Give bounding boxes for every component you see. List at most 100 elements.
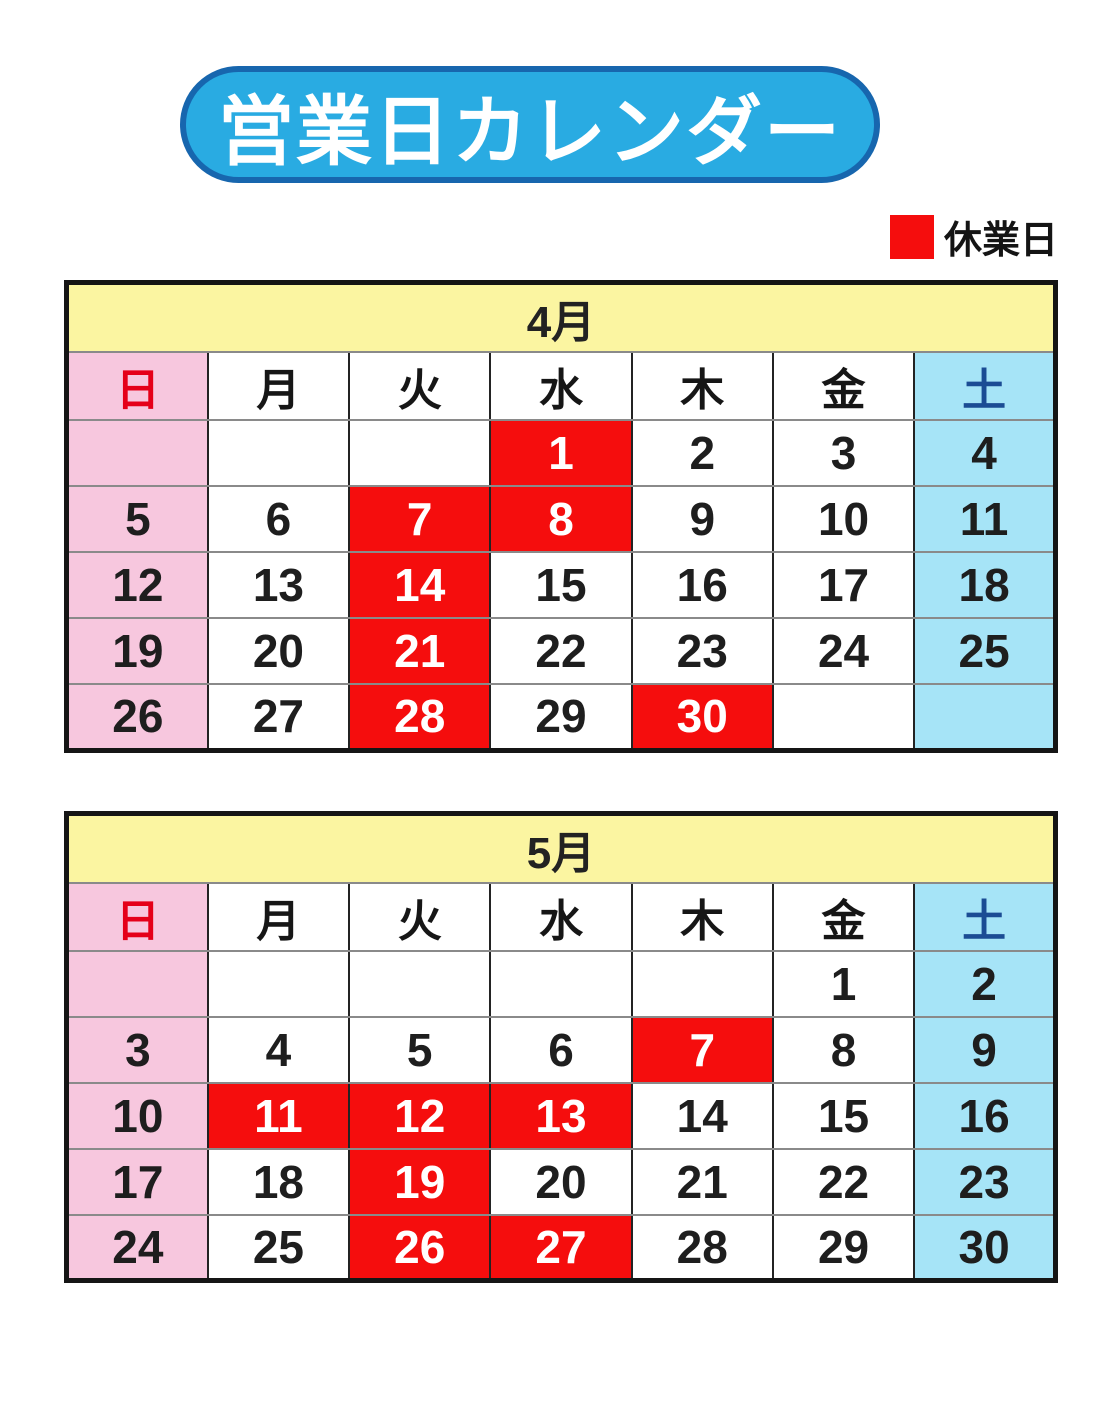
day-cell: 12: [65, 551, 209, 619]
week-row: 10 11 12 13 14 15 16: [65, 1081, 1057, 1150]
week-row: 24 25 26 27 28 29 30: [65, 1213, 1057, 1282]
day-cell: 17: [65, 1147, 209, 1216]
closed-day-cell: 30: [630, 683, 774, 751]
day-cell: 16: [630, 551, 774, 619]
day-cell: 15: [489, 551, 633, 619]
empty-cell: [348, 949, 492, 1018]
weekday-header-tue: 火: [348, 881, 492, 952]
week-row: 17 18 19 20 21 22 23: [65, 1147, 1057, 1216]
day-cell: 16: [913, 1081, 1057, 1150]
weekday-header-wed: 水: [489, 881, 633, 952]
weekday-header-wed: 水: [489, 351, 633, 421]
day-cell: 4: [913, 419, 1057, 487]
closed-day-cell: 1: [489, 419, 633, 487]
day-cell: 14: [630, 1081, 774, 1150]
empty-cell: [913, 683, 1057, 751]
weekday-header-fri: 金: [771, 351, 916, 421]
day-cell: 4: [206, 1015, 351, 1084]
closed-day-cell: 8: [489, 485, 633, 553]
closed-day-cell: 28: [348, 683, 492, 751]
day-cell: 25: [913, 617, 1057, 685]
day-cell: 27: [206, 683, 351, 751]
page-title-text: 営業日カレンダー: [218, 89, 842, 175]
day-cell: 21: [630, 1147, 774, 1216]
day-cell: 3: [771, 419, 916, 487]
weekday-header-sat: 土: [913, 351, 1057, 421]
day-cell: 13: [206, 551, 351, 619]
month-header-row: 4月: [65, 281, 1057, 353]
weekday-header-thu: 木: [630, 351, 774, 421]
weekday-header-sun: 日: [65, 881, 209, 952]
empty-cell: [630, 949, 774, 1018]
empty-cell: [65, 949, 209, 1018]
day-cell: 2: [630, 419, 774, 487]
day-cell: 2: [913, 949, 1057, 1018]
day-cell: 9: [630, 485, 774, 553]
day-cell: 20: [489, 1147, 633, 1216]
empty-cell: [489, 949, 633, 1018]
closed-day-cell: 19: [348, 1147, 492, 1216]
day-cell: 15: [771, 1081, 916, 1150]
closed-day-cell: 13: [489, 1081, 633, 1150]
day-cell: 1: [771, 949, 916, 1018]
day-cell: 24: [771, 617, 916, 685]
month-header-row: 5月: [65, 812, 1057, 884]
day-cell: 18: [206, 1147, 351, 1216]
day-cell: 24: [65, 1213, 209, 1282]
month-title: 4月: [65, 281, 1057, 353]
closed-day-cell: 7: [630, 1015, 774, 1084]
empty-cell: [206, 949, 351, 1018]
empty-cell: [206, 419, 351, 487]
day-cell: 5: [348, 1015, 492, 1084]
day-cell: 6: [206, 485, 351, 553]
weekday-header-row: 日月火水木金土: [65, 351, 1057, 421]
day-cell: 26: [65, 683, 209, 751]
page-title: 営業日カレンダー: [180, 66, 880, 183]
day-cell: 19: [65, 617, 209, 685]
closed-day-cell: 12: [348, 1081, 492, 1150]
april-calendar-table: 4月 日月火水木金土 1 2 3 4 5 6 7 8 9 10 11 12 13 14 15 16 17 18 19 2…: [64, 280, 1058, 753]
day-cell: 25: [206, 1213, 351, 1282]
may-calendar-body: 5月 日月火水木金土 1 2 3 4 5 6 7 8 9 10 11 12 13 14 15 16 17 18 19 2…: [65, 812, 1057, 1282]
weekday-header-sat: 土: [913, 881, 1057, 952]
day-cell: 9: [913, 1015, 1057, 1084]
day-cell: 6: [489, 1015, 633, 1084]
weekday-header-thu: 木: [630, 881, 774, 952]
day-cell: 20: [206, 617, 351, 685]
weekday-header-row: 日月火水木金土: [65, 881, 1057, 952]
week-row: 19 20 21 22 23 24 25: [65, 617, 1057, 685]
closed-day-swatch: [889, 214, 934, 259]
day-cell: 22: [771, 1147, 916, 1216]
day-cell: 30: [913, 1213, 1057, 1282]
day-cell: 23: [630, 617, 774, 685]
may-calendar-table: 5月 日月火水木金土 1 2 3 4 5 6 7 8 9 10 11 12 13 14 15 16 17 18 19 2…: [64, 810, 1058, 1283]
weekday-header-mon: 月: [206, 881, 351, 952]
day-cell: 23: [913, 1147, 1057, 1216]
legend-label: 休業日: [943, 220, 1058, 262]
week-row: 12 13 14 15 16 17 18: [65, 551, 1057, 619]
closed-day-cell: 14: [348, 551, 492, 619]
weekday-header-tue: 火: [348, 351, 492, 421]
closed-day-cell: 26: [348, 1213, 492, 1282]
weekday-header-mon: 月: [206, 351, 351, 421]
day-cell: 5: [65, 485, 209, 553]
april-calendar-body: 4月 日月火水木金土 1 2 3 4 5 6 7 8 9 10 11 12 13 14 15 16 17 18 19 2…: [65, 281, 1057, 751]
weekday-header-fri: 金: [771, 881, 916, 952]
day-cell: 8: [771, 1015, 916, 1084]
week-row: 5 6 7 8 9 10 11: [65, 485, 1057, 553]
month-title: 5月: [65, 812, 1057, 884]
closed-day-cell: 27: [489, 1213, 633, 1282]
legend: 休業日: [64, 209, 1058, 264]
day-cell: 17: [771, 551, 916, 619]
day-cell: 28: [630, 1213, 774, 1282]
empty-cell: [771, 683, 916, 751]
day-cell: 10: [65, 1081, 209, 1150]
day-cell: 22: [489, 617, 633, 685]
day-cell: 11: [913, 485, 1057, 553]
day-cell: 18: [913, 551, 1057, 619]
day-cell: 29: [489, 683, 633, 751]
day-cell: 10: [771, 485, 916, 553]
